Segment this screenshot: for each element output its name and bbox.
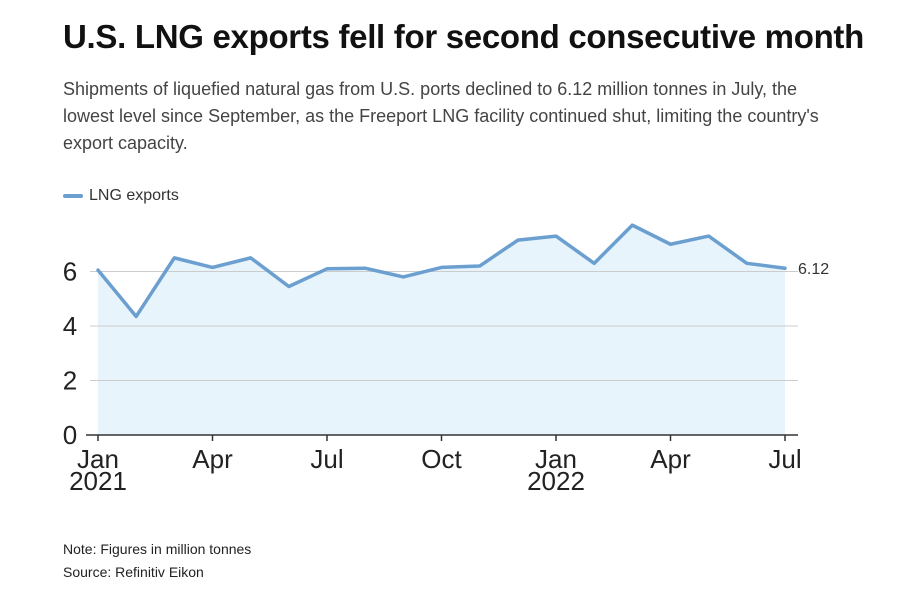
y-tick-label: 4 <box>63 311 77 341</box>
chart-title: U.S. LNG exports fell for second consecu… <box>63 18 864 55</box>
x-tick-label: Apr <box>650 444 691 474</box>
legend-swatch <box>63 194 83 198</box>
x-tick-year-label: 2022 <box>527 466 585 496</box>
chart-subtitle: Shipments of liquefied natural gas from … <box>63 79 819 153</box>
series-area <box>98 225 785 435</box>
x-tick-label: Jul <box>310 444 343 474</box>
end-value-label: 6.12 <box>798 261 829 278</box>
x-tick-label: Jan <box>77 444 119 474</box>
y-tick-label: 0 <box>63 420 77 450</box>
legend-label: LNG exports <box>89 187 179 204</box>
x-tick-label: Apr <box>192 444 233 474</box>
x-tick-label: Jan <box>535 444 577 474</box>
chart-legend: LNG exports <box>63 187 179 205</box>
x-tick-label: Jul <box>768 444 801 474</box>
chart-note: Note: Figures in million tonnes <box>63 541 252 557</box>
chart-source: Source: Refinitiv Eikon <box>63 564 204 580</box>
x-tick-year-label: 2021 <box>69 466 127 496</box>
y-tick-label: 2 <box>63 366 77 396</box>
series-line <box>96 223 787 319</box>
y-tick-label: 6 <box>63 257 77 287</box>
x-tick-label: Oct <box>421 444 462 474</box>
